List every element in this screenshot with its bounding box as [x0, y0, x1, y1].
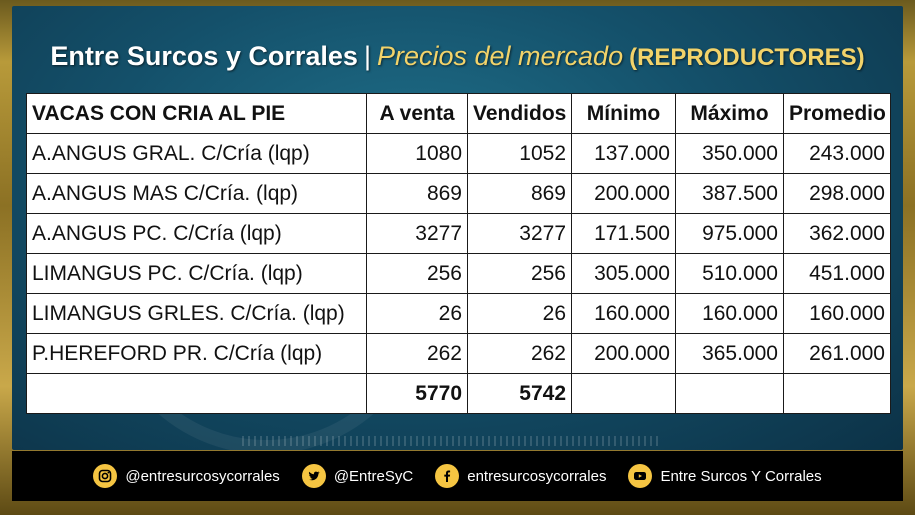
cell-minimo: 137.000	[571, 133, 676, 174]
price-table: VACAS CON CRIA AL PIE A venta Vendidos M…	[26, 93, 891, 414]
cell-a-venta: 3277	[366, 213, 468, 254]
table-row: A.ANGUS MAS C/Cría. (lqp) 869 869 200.00…	[26, 173, 891, 214]
instagram-icon	[93, 464, 118, 488]
header-promedio: Promedio	[783, 93, 891, 134]
cell-name: A.ANGUS MAS C/Cría. (lqp)	[26, 173, 367, 214]
cell-maximo: 160.000	[675, 293, 784, 334]
twitter-link[interactable]: @EntreSyC	[301, 464, 414, 488]
youtube-link[interactable]: Entre Surcos Y Corrales	[628, 464, 822, 488]
facebook-link[interactable]: entresurcosycorrales	[435, 464, 606, 488]
facebook-handle: entresurcosycorrales	[467, 467, 607, 485]
cell-maximo: 350.000	[675, 133, 784, 174]
youtube-channel: Entre Surcos Y Corrales	[660, 467, 822, 485]
twitter-icon	[301, 464, 326, 488]
cell-name: LIMANGUS GRLES. C/Cría. (lqp)	[26, 293, 367, 334]
cell-minimo: 160.000	[571, 293, 676, 334]
cell-maximo: 365.000	[675, 333, 784, 374]
header-minimo: Mínimo	[571, 93, 676, 134]
instagram-link[interactable]: @entresurcosycorrales	[93, 464, 280, 488]
cell-a-venta: 869	[366, 173, 468, 214]
cell-name: LIMANGUS PC. C/Cría. (lqp)	[26, 253, 367, 294]
cell-vendidos: 1052	[467, 133, 572, 174]
cell-vendidos: 869	[467, 173, 572, 214]
cell-name: P.HEREFORD PR. C/Cría (lqp)	[26, 333, 367, 374]
title-brand: Entre Surcos y Corrales	[50, 41, 358, 71]
main-panel: Entre Surcos y Corrales | Precios del merc…	[12, 6, 903, 450]
twitter-handle: @EntreSyC	[333, 467, 414, 485]
total-a-venta: 5770	[366, 373, 468, 414]
title-category: (REPRODUCTORES)	[629, 44, 865, 71]
page-title: Entre Surcos y Corrales | Precios del merc…	[12, 34, 903, 78]
cell-promedio: 261.000	[783, 333, 891, 374]
total-label-cell	[26, 373, 367, 414]
cell-promedio: 451.000	[783, 253, 891, 294]
cell-promedio: 160.000	[783, 293, 891, 334]
cell-a-venta: 1080	[366, 133, 468, 174]
cell-minimo: 200.000	[571, 333, 676, 374]
cell-maximo: 975.000	[675, 213, 784, 254]
header-a-venta: A venta	[366, 93, 468, 134]
cell-promedio: 362.000	[783, 213, 891, 254]
cell-maximo: 387.500	[675, 173, 784, 214]
facebook-icon	[435, 464, 460, 488]
cell-vendidos: 256	[467, 253, 572, 294]
decorative-dots	[242, 436, 662, 446]
header-category: VACAS CON CRIA AL PIE	[26, 93, 367, 134]
header-vendidos: Vendidos	[467, 93, 572, 134]
instagram-handle: @entresurcosycorrales	[125, 467, 280, 485]
total-promedio	[783, 373, 891, 414]
youtube-icon	[628, 464, 653, 488]
cell-maximo: 510.000	[675, 253, 784, 294]
cell-name: A.ANGUS GRAL. C/Cría (lqp)	[26, 133, 367, 174]
cell-promedio: 298.000	[783, 173, 891, 214]
table-header-row: VACAS CON CRIA AL PIE A venta Vendidos M…	[26, 93, 891, 134]
cell-vendidos: 262	[467, 333, 572, 374]
cell-vendidos: 3277	[467, 213, 572, 254]
total-maximo	[675, 373, 784, 414]
cell-minimo: 171.500	[571, 213, 676, 254]
totals-row: 5770 5742	[26, 373, 891, 414]
title-separator: |	[363, 41, 371, 71]
cell-minimo: 305.000	[571, 253, 676, 294]
table-row: A.ANGUS PC. C/Cría (lqp) 3277 3277 171.5…	[26, 213, 891, 254]
header-maximo: Máximo	[675, 93, 784, 134]
cell-a-venta: 26	[366, 293, 468, 334]
cell-vendidos: 26	[467, 293, 572, 334]
cell-name: A.ANGUS PC. C/Cría (lqp)	[26, 213, 367, 254]
cell-minimo: 200.000	[571, 173, 676, 214]
table-row: P.HEREFORD PR. C/Cría (lqp) 262 262 200.…	[26, 333, 891, 374]
cell-promedio: 243.000	[783, 133, 891, 174]
table-row: A.ANGUS GRAL. C/Cría (lqp) 1080 1052 137…	[26, 133, 891, 174]
table-row: LIMANGUS GRLES. C/Cría. (lqp) 26 26 160.…	[26, 293, 891, 334]
total-minimo	[571, 373, 676, 414]
social-footer: @entresurcosycorrales @EntreSyC entresur…	[12, 451, 903, 501]
table-row: LIMANGUS PC. C/Cría. (lqp) 256 256 305.0…	[26, 253, 891, 294]
cell-a-venta: 262	[366, 333, 468, 374]
cell-a-venta: 256	[366, 253, 468, 294]
title-subtitle: Precios del mercado	[376, 41, 624, 71]
total-vendidos: 5742	[467, 373, 572, 414]
